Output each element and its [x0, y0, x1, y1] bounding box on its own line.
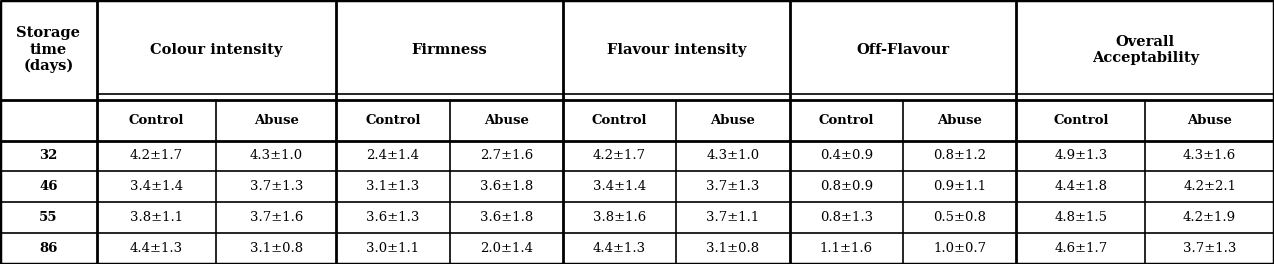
Text: 4.4±1.3: 4.4±1.3	[130, 242, 183, 255]
Text: 3.1±0.8: 3.1±0.8	[250, 242, 303, 255]
Text: 3.0±1.1: 3.0±1.1	[367, 242, 419, 255]
Text: 86: 86	[39, 242, 57, 255]
Text: Off-Flavour: Off-Flavour	[856, 43, 949, 57]
Text: 0.9±1.1: 0.9±1.1	[933, 180, 986, 193]
Text: Control: Control	[366, 114, 420, 127]
Text: 3.6±1.3: 3.6±1.3	[366, 211, 419, 224]
Text: 3.8±1.1: 3.8±1.1	[130, 211, 183, 224]
Text: Abuse: Abuse	[254, 114, 298, 127]
Text: 4.2±1.9: 4.2±1.9	[1184, 211, 1236, 224]
Text: 3.7±1.3: 3.7±1.3	[1182, 242, 1236, 255]
Text: 4.4±1.8: 4.4±1.8	[1055, 180, 1107, 193]
Text: 4.2±1.7: 4.2±1.7	[594, 149, 646, 162]
Text: Abuse: Abuse	[938, 114, 982, 127]
Text: Control: Control	[129, 114, 185, 127]
Text: 3.6±1.8: 3.6±1.8	[479, 211, 533, 224]
Text: 0.8±1.3: 0.8±1.3	[819, 211, 873, 224]
Text: 4.6±1.7: 4.6±1.7	[1054, 242, 1107, 255]
Text: 4.3±1.0: 4.3±1.0	[706, 149, 759, 162]
Text: 2.4±1.4: 2.4±1.4	[367, 149, 419, 162]
Text: 3.7±1.1: 3.7±1.1	[706, 211, 759, 224]
Text: 3.1±0.8: 3.1±0.8	[706, 242, 759, 255]
Text: Colour intensity: Colour intensity	[150, 43, 283, 57]
Text: 3.8±1.6: 3.8±1.6	[592, 211, 646, 224]
Text: Firmness: Firmness	[412, 43, 488, 57]
Text: 0.8±1.2: 0.8±1.2	[933, 149, 986, 162]
Text: 0.4±0.9: 0.4±0.9	[819, 149, 873, 162]
Text: 4.3±1.6: 4.3±1.6	[1184, 149, 1236, 162]
Text: Abuse: Abuse	[1187, 114, 1232, 127]
Text: 3.7±1.6: 3.7±1.6	[250, 211, 303, 224]
Text: 32: 32	[39, 149, 57, 162]
Text: Abuse: Abuse	[484, 114, 529, 127]
Text: 3.6±1.8: 3.6±1.8	[479, 180, 533, 193]
Text: 2.7±1.6: 2.7±1.6	[479, 149, 533, 162]
Text: Overall
Acceptability: Overall Acceptability	[1092, 35, 1199, 65]
Text: 4.2±1.7: 4.2±1.7	[130, 149, 183, 162]
Text: 4.9±1.3: 4.9±1.3	[1054, 149, 1107, 162]
Text: 1.1±1.6: 1.1±1.6	[819, 242, 873, 255]
Text: 3.1±1.3: 3.1±1.3	[366, 180, 419, 193]
Text: 4.3±1.0: 4.3±1.0	[250, 149, 303, 162]
Text: Flavour intensity: Flavour intensity	[606, 43, 747, 57]
Text: 3.4±1.4: 3.4±1.4	[594, 180, 646, 193]
Text: 3.4±1.4: 3.4±1.4	[130, 180, 183, 193]
Text: 46: 46	[39, 180, 57, 193]
Text: 4.8±1.5: 4.8±1.5	[1055, 211, 1107, 224]
Text: 1.0±0.7: 1.0±0.7	[933, 242, 986, 255]
Text: 0.8±0.9: 0.8±0.9	[819, 180, 873, 193]
Text: 2.0±1.4: 2.0±1.4	[480, 242, 533, 255]
Text: Storage
time
(days): Storage time (days)	[17, 26, 80, 73]
Text: Abuse: Abuse	[711, 114, 755, 127]
Text: Control: Control	[1054, 114, 1108, 127]
Text: 0.5±0.8: 0.5±0.8	[933, 211, 986, 224]
Text: 55: 55	[39, 211, 57, 224]
Text: 3.7±1.3: 3.7±1.3	[706, 180, 759, 193]
Text: 4.2±2.1: 4.2±2.1	[1184, 180, 1236, 193]
Text: Control: Control	[592, 114, 647, 127]
Text: 4.4±1.3: 4.4±1.3	[594, 242, 646, 255]
Text: Control: Control	[819, 114, 874, 127]
Text: 3.7±1.3: 3.7±1.3	[250, 180, 303, 193]
